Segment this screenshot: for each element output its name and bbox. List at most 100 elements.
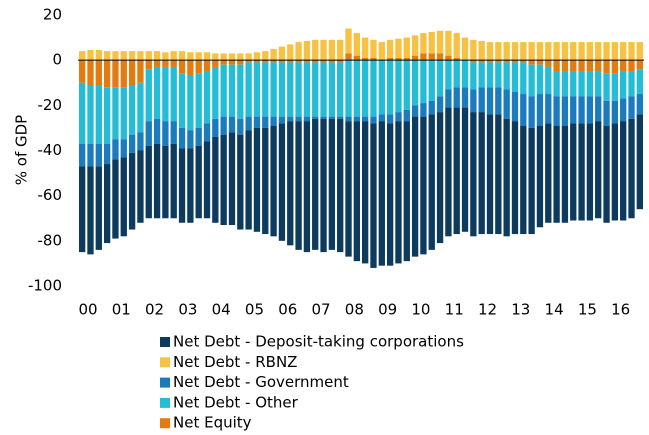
bar-segment (212, 60, 219, 67)
bar-segment (112, 87, 119, 140)
bar-segment (162, 145, 169, 219)
bar-segment (478, 40, 485, 61)
bar-segment (578, 96, 585, 124)
bar-segment (220, 53, 227, 61)
bar-segment (478, 87, 485, 113)
bar-segment (228, 53, 236, 61)
bar-segment (270, 48, 277, 61)
bar-segment (220, 134, 227, 226)
legend-label: Net Debt - Deposit-taking corporations (173, 333, 464, 351)
bar-segment (228, 116, 236, 133)
bar-segment (536, 125, 544, 228)
x-tick-label: 09 (378, 301, 397, 319)
bar-segment (328, 60, 336, 63)
bar-segment (570, 123, 577, 221)
bar-segment (278, 62, 286, 117)
bar-segment (453, 87, 460, 108)
bar-segment (428, 60, 435, 101)
bar-segment (78, 60, 86, 83)
bar-segment (553, 42, 560, 61)
bar-segment (320, 62, 327, 117)
bar-segment (178, 60, 186, 74)
bar-segment (361, 116, 369, 122)
bar-segment (337, 118, 344, 253)
bar-segment (270, 116, 277, 126)
legend-swatch (160, 337, 170, 347)
bar-segment (461, 37, 469, 61)
bar-segment (320, 118, 327, 253)
bar-segment (203, 141, 211, 219)
bar-segment (195, 127, 202, 146)
bar-segment (103, 143, 111, 165)
bar-segment (303, 60, 311, 63)
bar-segment (95, 166, 102, 250)
bar-segment (461, 60, 469, 88)
bar-segment (428, 53, 435, 61)
bar-segment (453, 33, 460, 58)
bar-segment (178, 51, 186, 61)
bar-segment (570, 96, 577, 124)
bar-segment (270, 60, 277, 63)
bar-segment (620, 60, 627, 72)
bar-segment (128, 85, 136, 135)
bar-segment (595, 71, 602, 97)
bar-segment (278, 123, 286, 241)
bar-segment (603, 73, 610, 101)
bar-segment (511, 91, 519, 122)
bar-segment (145, 145, 152, 219)
bar-segment (495, 87, 502, 115)
bar-segment (253, 60, 261, 63)
bar-segment (478, 62, 485, 88)
bar-segment (611, 123, 619, 221)
bar-segment (270, 62, 277, 117)
bar-segment (445, 60, 452, 90)
bar-segment (386, 57, 394, 61)
bar-segment (478, 112, 485, 235)
bar-segment (170, 60, 177, 67)
bar-segment (245, 60, 252, 63)
bar-segment (95, 60, 102, 86)
bar-segment (212, 66, 219, 119)
legend-label: Net Debt - Other (173, 393, 299, 411)
bar-segment (112, 51, 119, 61)
bar-segment (295, 121, 302, 250)
bar-segment (595, 96, 602, 122)
bar-segment (486, 62, 494, 88)
bar-segment (495, 62, 502, 88)
bar-segment (253, 116, 261, 128)
bar-segment (328, 118, 336, 250)
bar-segment (395, 121, 402, 264)
bar-segment (303, 116, 311, 122)
bar-segment (428, 31, 435, 54)
bar-segment (87, 166, 94, 255)
bar-segment (287, 116, 294, 122)
bar-segment (187, 130, 194, 149)
bar-segment (628, 42, 635, 61)
bar-segment (203, 123, 211, 142)
bar-segment (445, 55, 452, 61)
legend-label: Net Debt - Government (173, 373, 349, 391)
bar-segment (137, 60, 144, 83)
bar-segment (345, 121, 352, 257)
bar-segment (411, 35, 419, 56)
bar-segment (195, 73, 202, 128)
bar-segment (520, 94, 527, 126)
bar-segment (312, 60, 319, 63)
bar-segment (370, 60, 377, 117)
bar-segment (128, 134, 136, 153)
bar-segment (145, 121, 152, 146)
bar-segment (470, 89, 477, 113)
bar-segment (520, 42, 527, 61)
bar-segment (78, 82, 86, 144)
bar-segment (561, 60, 569, 72)
bar-segment (486, 60, 494, 63)
bar-segment (361, 57, 369, 61)
bar-segment (503, 60, 510, 63)
bar-segment (170, 66, 177, 122)
bar-segment (153, 60, 161, 67)
bar-segment (253, 62, 261, 117)
bar-segment (137, 51, 144, 61)
bar-segment (262, 62, 269, 117)
x-tick-label: 01 (112, 301, 131, 319)
bar-segment (162, 66, 169, 122)
